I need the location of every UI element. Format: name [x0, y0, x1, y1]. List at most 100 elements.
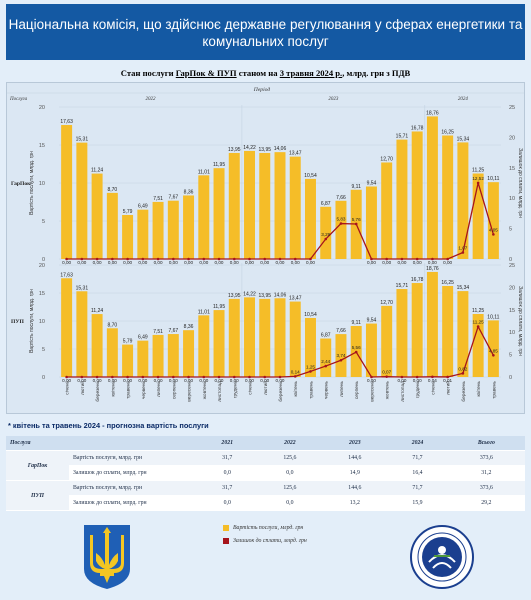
bar — [304, 317, 316, 377]
month-label: березень — [278, 381, 284, 402]
bar — [259, 152, 271, 259]
month-label: вересень — [188, 381, 193, 402]
debt-value-label: 0,00 — [199, 378, 208, 383]
bar — [106, 192, 118, 259]
summary-table: Послуга 2021 2022 2023 2024 Всього ГарПо… — [6, 436, 525, 511]
y2-tick-label: 10 — [509, 330, 515, 336]
bar-value-label: 18,76 — [426, 266, 439, 272]
debt-point — [339, 358, 343, 362]
bar — [457, 291, 469, 377]
debt-point — [400, 257, 404, 261]
bar — [411, 283, 423, 377]
debt-value-label: 0,00 — [260, 378, 269, 383]
table-row: Залишок до сплати, млрд. грн 0,0 0,0 14,… — [6, 465, 525, 481]
table-row-label: Вартість послуги, млрд. грн — [69, 450, 197, 466]
table-row-label: Вартість послуги, млрд. грн — [69, 480, 197, 496]
bar — [183, 195, 195, 259]
month-label: червень — [325, 381, 330, 400]
month-label: січень — [65, 381, 71, 395]
debt-value-label: 0,00 — [276, 378, 285, 383]
debt-value-label: 0,00 — [245, 260, 254, 265]
debt-point — [248, 257, 251, 261]
debt-point — [202, 257, 206, 261]
bar-value-label: 14,06 — [274, 292, 287, 298]
debt-value-label: 0,00 — [245, 378, 254, 383]
debt-point — [111, 257, 114, 261]
year-label-2024: 2024 — [458, 97, 469, 102]
bar-value-label: 13,95 — [228, 293, 241, 299]
y2-tick-label: 15 — [509, 308, 515, 314]
debt-value-label: 12,52 — [472, 176, 484, 181]
year-label-2023: 2023 — [328, 97, 339, 102]
debt-value-label: 0,00 — [397, 260, 406, 265]
debt-point — [385, 257, 388, 261]
debt-value-label: 0,00 — [123, 260, 132, 265]
bar-value-label: 11,24 — [91, 168, 103, 174]
debt-value-label: 3,29 — [321, 232, 330, 237]
bar-value-label: 12,70 — [380, 156, 393, 162]
bar — [396, 289, 408, 377]
table-row: ПУП Вартість послуги, млрд. грн 31,7 125… — [6, 480, 525, 511]
debt-value-label: 0,00 — [123, 378, 132, 383]
table-cell: 14,9 — [322, 465, 388, 481]
report-subtitle: Стан послуги ГарПок & ПУП станом на 3 тр… — [0, 68, 531, 78]
banner-title-line1: Національна комісія, що здійснює державн… — [8, 17, 523, 32]
debt-value-label: 0,00 — [154, 378, 163, 383]
bar-value-label: 13,47 — [289, 296, 302, 302]
debt-value-label: 5,56 — [352, 345, 361, 350]
debt-point — [354, 350, 358, 354]
month-label: листопад — [401, 381, 406, 402]
debt-point — [141, 257, 145, 261]
bar — [457, 142, 469, 259]
debt-value-label: 0,14 — [291, 369, 300, 374]
debt-point — [400, 375, 404, 379]
month-label: квітень — [293, 380, 299, 396]
bar-value-label: 10,11 — [487, 176, 499, 182]
debt-value-label: 0,00 — [215, 378, 224, 383]
table-header-2023: 2023 — [322, 436, 388, 451]
debt-point — [65, 375, 68, 379]
bar — [76, 291, 88, 377]
table-header-2021: 2021 — [197, 436, 258, 451]
bar — [61, 125, 73, 260]
debt-point — [217, 375, 221, 379]
subtitle-services: ГарПок & ПУП — [175, 68, 237, 78]
debt-value-label: 0,00 — [108, 260, 117, 265]
debt-point — [172, 257, 175, 261]
debt-point — [385, 375, 388, 378]
bar-value-label: 17,63 — [60, 272, 73, 278]
debt-value-label: 0,00 — [230, 260, 239, 265]
bar-value-label: 8,70 — [107, 187, 117, 193]
bar — [320, 338, 332, 377]
debt-value-label: 4,85 — [489, 348, 498, 353]
debt-point — [156, 375, 160, 379]
bar-value-label: 6,49 — [138, 204, 148, 210]
y-axis-label: Вартість послуги, млрд. грн — [29, 151, 35, 215]
y-tick-label: 5 — [42, 219, 45, 225]
legend-label-cost: Вартість послуги, млрд. грн — [233, 524, 304, 531]
subtitle-prefix: Стан послуги — [120, 68, 176, 78]
legend-swatch-debt — [223, 537, 229, 544]
year-label-2022: 2022 — [145, 97, 156, 102]
legend-swatch-cost — [223, 524, 229, 531]
debt-value-label: 0,00 — [428, 260, 437, 265]
table-cell: 31,7 — [197, 450, 258, 466]
chart-legend: Вартість послуги, млрд. грн Залишок до с… — [223, 521, 307, 547]
y2-tick-label: 10 — [509, 196, 515, 202]
bar — [244, 297, 256, 377]
chart-panel: Період Послуга 2022 2023 2024 0 5 10 15 20 0 5 10 15 2… — [6, 82, 525, 414]
bar — [426, 116, 438, 259]
month-label: січень — [248, 381, 254, 395]
month-label: квітень — [110, 380, 116, 396]
bar-value-label: 11,25 — [472, 168, 484, 174]
bar-value-label: 14,22 — [243, 291, 256, 297]
bar-value-label: 8,36 — [184, 189, 194, 195]
bar-value-label: 16,78 — [411, 125, 424, 131]
bar — [396, 139, 408, 259]
debt-value-label: 0,00 — [77, 378, 86, 383]
header-banner: Національна комісія, що здійснює державн… — [6, 4, 525, 60]
y2-tick-label: 20 — [509, 135, 515, 141]
month-label: серпень — [355, 381, 360, 400]
bar-value-label: 8,36 — [184, 324, 194, 330]
table-cell: 71,7 — [387, 480, 448, 496]
